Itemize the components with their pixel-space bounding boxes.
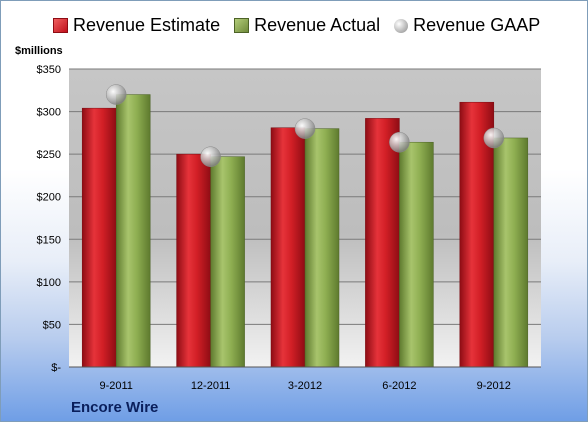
legend: Revenue Estimate Revenue Actual Revenue … (53, 15, 540, 36)
marker-revenue-gaap (389, 131, 410, 153)
y-tick-label: $300 (37, 107, 61, 119)
legend-swatch-actual (234, 18, 250, 33)
y-tick-label: $100 (37, 277, 61, 289)
legend-swatch-gaap (394, 18, 409, 33)
legend-label-estimate: Revenue Estimate (73, 15, 221, 35)
bar-revenue-estimate (81, 107, 117, 368)
legend-item-estimate: Revenue Estimate (53, 15, 220, 36)
marker-revenue-gaap (200, 146, 221, 167)
marker-revenue-gaap (294, 118, 316, 139)
bar-revenue-actual (399, 141, 434, 368)
x-tick-label: 3-2012 (288, 380, 322, 392)
y-tick-label: $350 (37, 64, 61, 76)
legend-swatch-estimate (53, 18, 68, 33)
y-tick-label: $200 (37, 192, 61, 204)
x-tick-label: 9-2012 (477, 380, 511, 392)
bar-revenue-estimate (365, 118, 400, 368)
legend-item-actual: Revenue Actual (234, 15, 380, 36)
bar-revenue-actual (115, 94, 151, 368)
y-tick-label: $50 (43, 319, 61, 331)
x-tick-label: 6-2012 (382, 380, 416, 392)
marker-revenue-gaap (105, 84, 127, 105)
company-name: Encore Wire (71, 399, 159, 416)
marker-revenue-gaap (483, 127, 505, 149)
bar-revenue-estimate (270, 127, 306, 368)
legend-item-gaap: Revenue GAAP (394, 15, 540, 36)
y-axis-units-label: $millions (15, 45, 63, 57)
y-tick-label: $- (51, 362, 61, 374)
bar-revenue-estimate (176, 153, 211, 368)
y-tick-label: $250 (37, 149, 61, 161)
bar-revenue-actual (210, 156, 245, 368)
legend-label-gaap: Revenue GAAP (413, 15, 541, 35)
x-tick-label: 9-2011 (99, 380, 132, 392)
y-tick-label: $150 (37, 234, 61, 246)
bar-revenue-actual (304, 128, 340, 368)
bar-revenue-actual (493, 137, 529, 368)
legend-label-actual: Revenue Actual (254, 15, 381, 35)
x-tick-label: 12-2011 (191, 380, 231, 392)
